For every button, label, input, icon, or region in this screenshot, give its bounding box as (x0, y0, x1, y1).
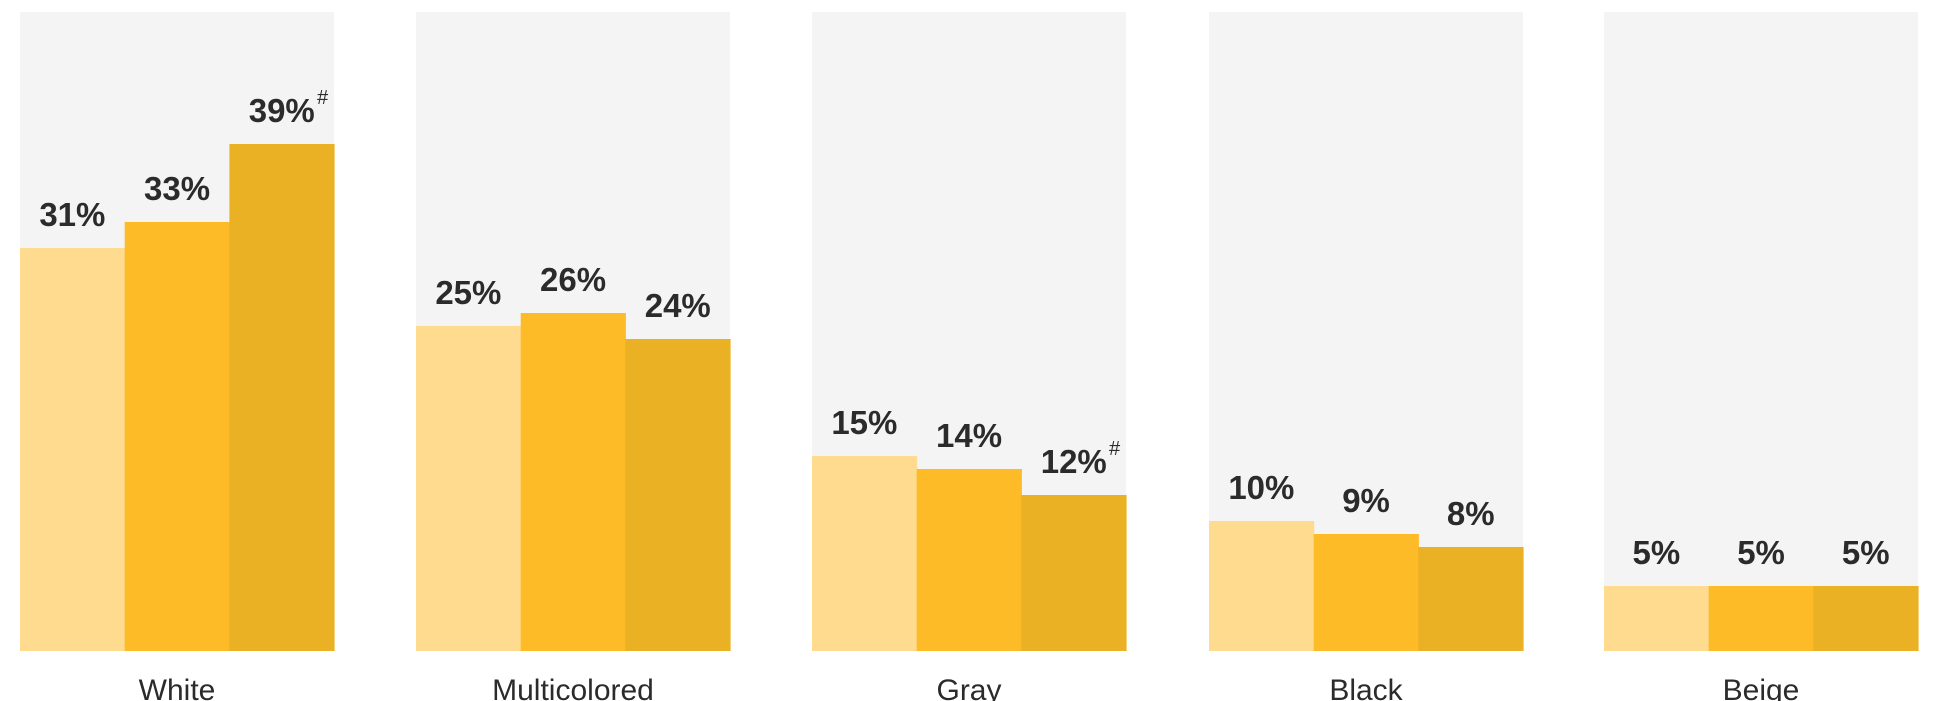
bar (124, 222, 230, 651)
bar (416, 326, 522, 651)
bar (1708, 586, 1814, 651)
bar (812, 456, 918, 651)
bar (20, 248, 126, 651)
bar (1604, 586, 1710, 651)
bar (1021, 495, 1127, 651)
bar-value-label: 33% (144, 170, 210, 207)
bar (1813, 586, 1919, 651)
bar-value-label: 31% (39, 196, 105, 233)
bar-value-label: 10% (1228, 469, 1294, 506)
bar (1209, 521, 1315, 651)
category-group-multicolored: 25% 26% 24% Multicolored (416, 12, 731, 701)
category-group-black: 10% 9% 8% Black (1209, 12, 1524, 701)
bar-value-label: 24% (645, 287, 711, 324)
bar (229, 144, 335, 651)
category-label: Gray (936, 674, 1001, 701)
category-label: Multicolored (492, 674, 654, 701)
bar-value-label: 15% (831, 404, 897, 441)
bar (1418, 547, 1524, 651)
bar-value-label: 5% (1842, 534, 1890, 571)
category-group-gray: 15% 14% 12% # Gray (812, 12, 1127, 701)
bar-value-label: 26% (540, 261, 606, 298)
bar-value-label: 5% (1737, 534, 1785, 571)
bar-footnote-mark: # (317, 87, 329, 109)
bar (1313, 534, 1419, 651)
bar (916, 469, 1022, 651)
panel-background (1604, 12, 1918, 651)
category-label: Black (1329, 674, 1403, 701)
category-label: White (139, 674, 216, 701)
bar (625, 339, 731, 651)
bar-value-label: 9% (1342, 482, 1390, 519)
category-group-beige: 5% 5% 5% Beige (1604, 12, 1919, 701)
bar-value-label: 14% (936, 417, 1002, 454)
bar-value-label: 8% (1447, 495, 1495, 532)
bar-footnote-mark: # (1109, 438, 1121, 460)
bar-value-label: 39% (249, 92, 315, 129)
bar-value-label: 12% (1041, 443, 1107, 480)
bar (520, 313, 626, 651)
category-group-white: 31% 33% 39% # White (20, 12, 335, 701)
bar-value-label: 5% (1632, 534, 1680, 571)
category-label: Beige (1723, 674, 1800, 701)
bar-value-label: 25% (435, 274, 501, 311)
